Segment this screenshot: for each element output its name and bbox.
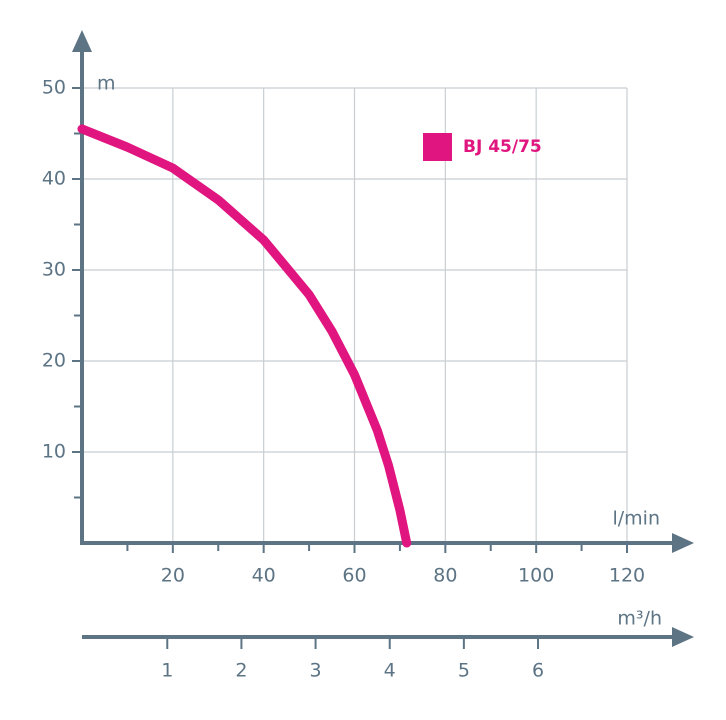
x2-tick-label: 4: [384, 660, 396, 682]
x-axis-label: l/min: [612, 508, 660, 530]
series-line: [77, 124, 412, 548]
x2-axis-label: m³/h: [617, 608, 662, 630]
y-tick-label: 50: [42, 77, 66, 99]
x2-axis-arrow: [672, 627, 694, 647]
x2-tick-label: 2: [235, 660, 247, 682]
x-axis-arrow: [672, 533, 694, 553]
x-tick-label: 20: [161, 565, 185, 587]
grid: [82, 87, 628, 543]
y-tick-label: 20: [42, 350, 66, 372]
x-tick-label: 60: [342, 565, 366, 587]
x2-tick-label: 5: [458, 660, 470, 682]
x-tick-label: 40: [252, 565, 276, 587]
y-tick-label: 10: [42, 441, 66, 463]
y-axis-arrow: [72, 30, 92, 52]
x2-tick-label: 3: [310, 660, 322, 682]
legend-swatch: [423, 133, 452, 161]
y-axis-label: m: [97, 73, 116, 95]
x-tick-label: 100: [518, 565, 554, 587]
x-tick-label: 120: [609, 565, 645, 587]
x2-tick-label: 1: [161, 660, 173, 682]
y-tick-label: 40: [42, 168, 66, 190]
y-tick-label: 30: [42, 259, 66, 281]
x2-tick-label: 6: [532, 660, 544, 682]
x-tick-label: 80: [433, 565, 457, 587]
legend-label: BJ 45/75: [463, 137, 542, 157]
